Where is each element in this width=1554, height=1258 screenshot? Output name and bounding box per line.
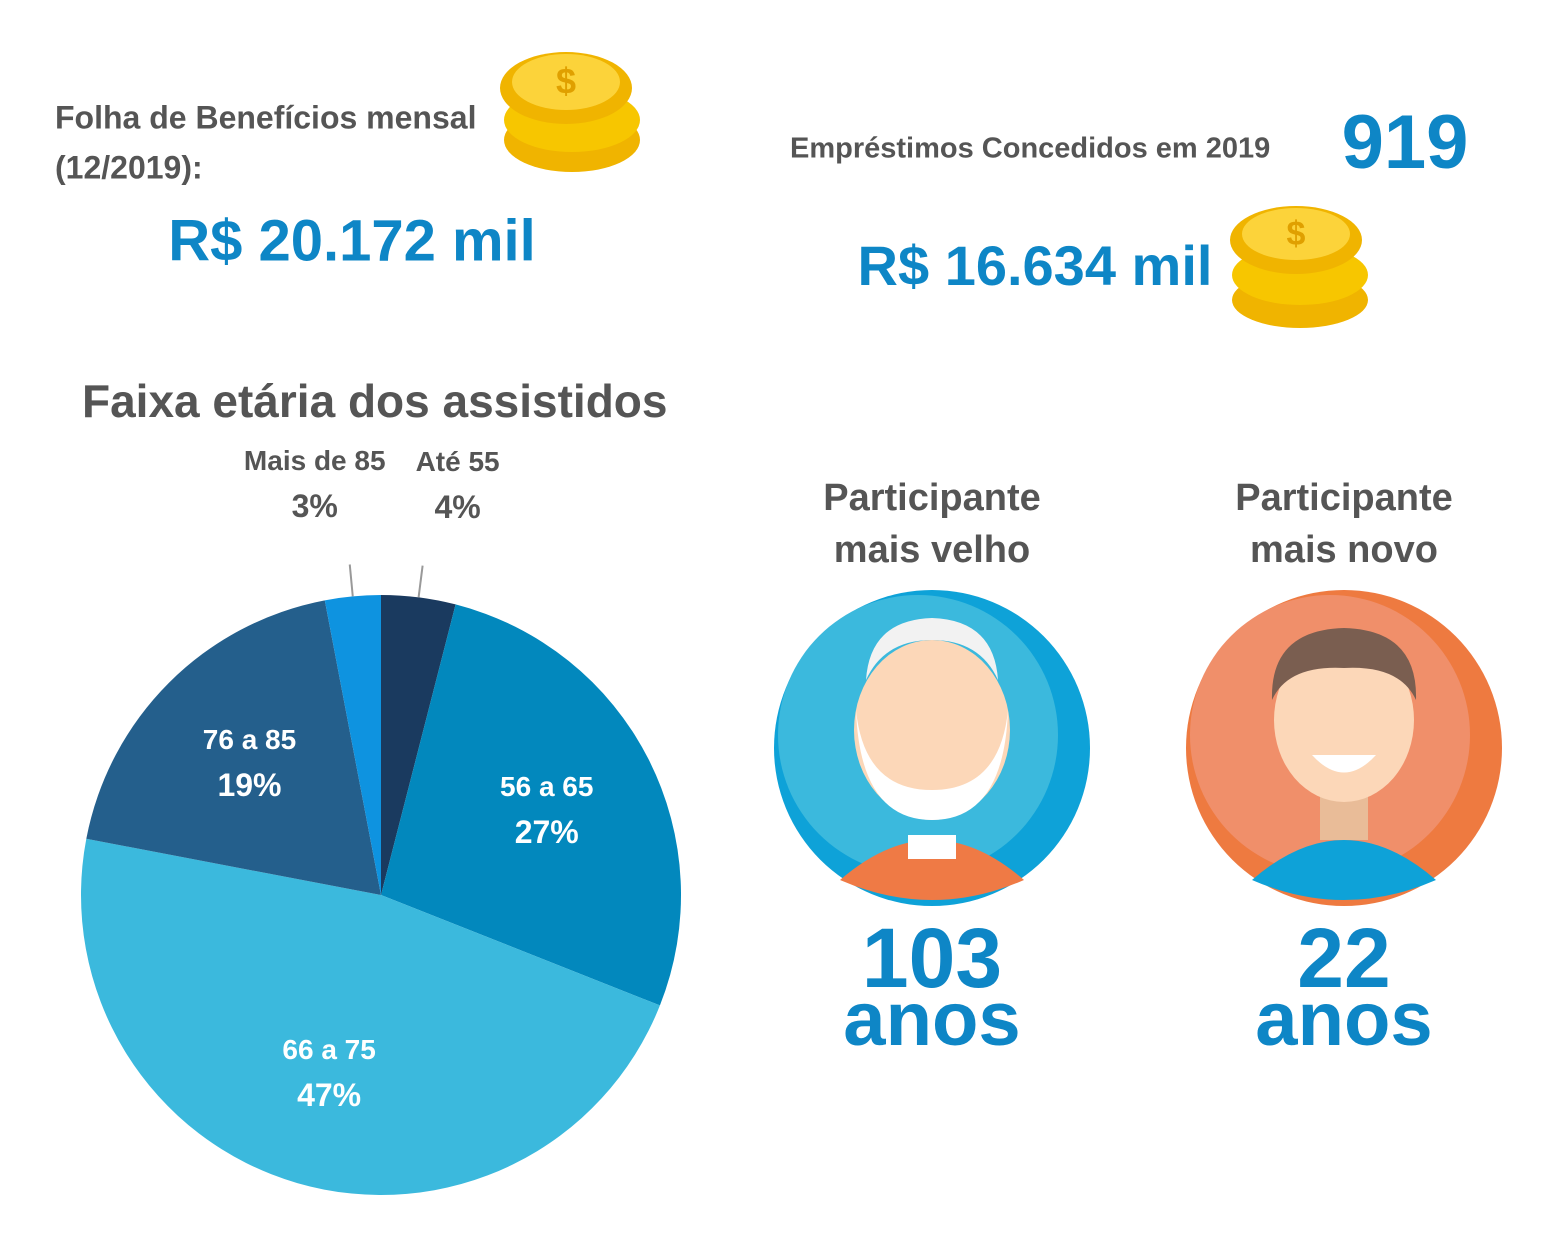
slice-label: Mais de 85	[244, 445, 386, 476]
pie-slice	[86, 600, 381, 895]
svg-text:$: $	[556, 61, 576, 102]
pie-slice	[381, 595, 456, 895]
slice-value: 19%	[217, 767, 281, 803]
slice-value: 4%	[434, 489, 480, 525]
loans-label: Empréstimos Concedidos em 2019	[790, 133, 1270, 165]
leader-line	[348, 564, 354, 597]
slice-label: 76 a 85	[203, 724, 296, 755]
participant-age-unit: anos	[1255, 977, 1432, 1062]
participant-age: 103	[862, 911, 1002, 1005]
payroll-label: (12/2019):	[55, 149, 203, 185]
young-avatar	[1186, 590, 1502, 906]
participant-label: mais velho	[834, 529, 1030, 571]
participant-age: 22	[1297, 911, 1390, 1005]
leader-line	[417, 565, 424, 598]
participant-label: Participante	[1235, 477, 1453, 519]
svg-text:$: $	[1287, 215, 1306, 253]
chart-title: Faixa etária dos assistidos	[82, 375, 668, 427]
participant-age-unit: anos	[843, 977, 1020, 1062]
payroll-label: Folha de Benefícios mensal	[55, 99, 476, 135]
old-avatar	[774, 590, 1090, 906]
slice-value: 3%	[292, 488, 338, 524]
slice-label: 66 a 75	[282, 1034, 375, 1065]
payroll-value: R$ 20.172 mil	[168, 208, 536, 273]
loans-count: 919	[1342, 100, 1469, 185]
slice-label: 56 a 65	[500, 771, 593, 802]
pie-slice	[381, 604, 681, 1006]
loans-value: R$ 16.634 mil	[858, 234, 1213, 297]
participant-label: Participante	[823, 477, 1041, 519]
slice-value: 27%	[515, 814, 579, 850]
slice-label: Até 55	[416, 446, 500, 477]
pie-slice	[80, 838, 660, 1195]
slice-value: 47%	[297, 1077, 361, 1113]
pie-slice	[324, 595, 381, 895]
coins-icon: $	[500, 52, 640, 172]
coins-icon: $	[1230, 206, 1368, 328]
participant-label: mais novo	[1250, 529, 1438, 571]
